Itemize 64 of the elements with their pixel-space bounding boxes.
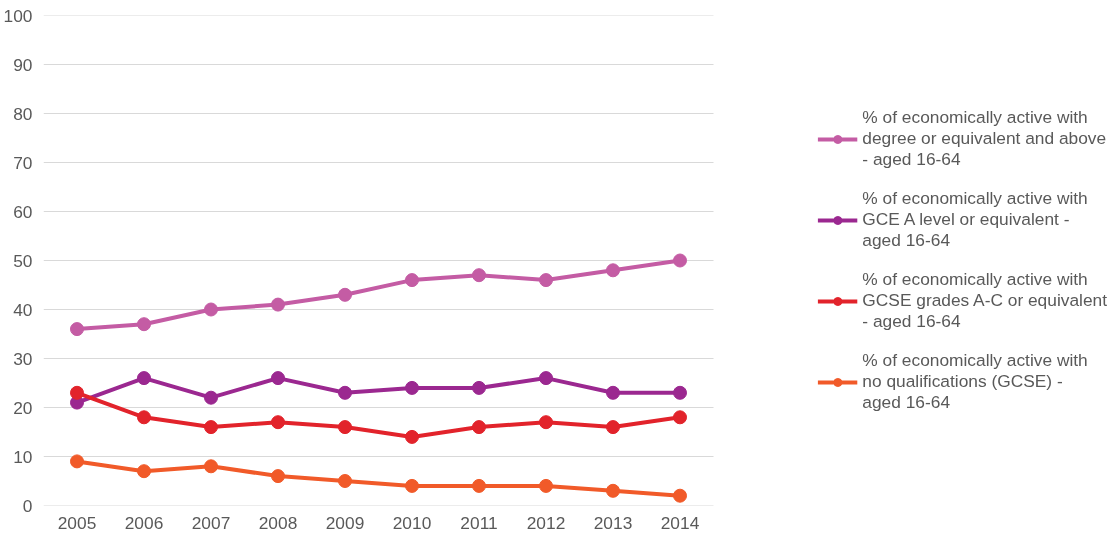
point: [539, 478, 553, 493]
point: [137, 464, 151, 479]
point: [472, 478, 486, 493]
y-tick-label: 0: [22, 495, 33, 516]
point: [539, 273, 553, 288]
point: [472, 420, 486, 435]
x-tick-label: 2010: [392, 512, 432, 533]
legend-label: % of economically active with GCSE grades A-C or equivalent - aged 16-64: [862, 269, 1107, 332]
x-tick-label: 2012: [526, 512, 566, 533]
point: [673, 410, 687, 425]
y-tick-label: 80: [13, 103, 33, 124]
x-tick-label: 2013: [593, 512, 633, 533]
y-tick-label: 20: [13, 397, 33, 418]
point: [606, 263, 620, 278]
point: [204, 302, 218, 317]
point: [70, 454, 84, 469]
y-tick-label: 50: [13, 250, 33, 271]
y-tick-label: 90: [13, 54, 33, 75]
x-tick-label: 2008: [258, 512, 298, 533]
point: [338, 420, 352, 435]
y-tick-label: 30: [13, 348, 33, 369]
x-tick-label: 2005: [57, 512, 97, 533]
point: [137, 371, 151, 386]
point: [405, 478, 419, 493]
y-tick-label: 40: [13, 299, 33, 320]
point: [606, 385, 620, 400]
y-tick-label: 60: [13, 201, 33, 222]
legend-label: % of economically active with no qualifications (GCSE) - aged 16-64: [862, 350, 1088, 413]
point: [271, 469, 285, 484]
point: [606, 483, 620, 498]
x-tick-label: 2014: [660, 512, 700, 533]
point: [673, 253, 687, 268]
point: [70, 385, 84, 400]
x-tick-label: 2007: [191, 512, 231, 533]
point: [338, 287, 352, 302]
point: [338, 385, 352, 400]
point: [338, 474, 352, 488]
point: [405, 429, 419, 444]
y-tick-label: 10: [13, 446, 33, 467]
point: [539, 371, 553, 386]
legend-label: % of economically active with degree or equivalent and above - aged 16-64: [862, 107, 1107, 170]
point: [405, 380, 419, 395]
y-tick-label: 100: [3, 5, 33, 26]
x-tick-label: 2011: [460, 512, 498, 533]
point: [606, 420, 620, 435]
point: [539, 415, 553, 430]
legend-label: % of economically active with GCE A level or equivalent - aged 16-64: [862, 188, 1088, 251]
point: [70, 322, 84, 337]
point: [405, 273, 419, 288]
x-tick-label: 2006: [124, 512, 164, 533]
point: [204, 390, 218, 405]
point: [472, 268, 486, 283]
point: [673, 385, 687, 400]
point: [673, 488, 687, 503]
point: [271, 371, 285, 386]
point: [472, 380, 486, 395]
point: [137, 317, 151, 332]
point: [271, 297, 285, 312]
point: [204, 459, 218, 474]
point: [204, 420, 218, 435]
x-tick-label: 2009: [325, 512, 365, 533]
point: [271, 415, 285, 430]
y-tick-label: 70: [13, 152, 33, 173]
point: [137, 410, 151, 425]
